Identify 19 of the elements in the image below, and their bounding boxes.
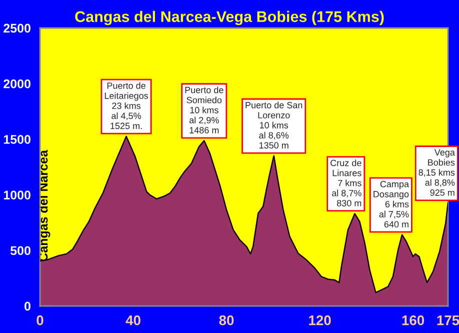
x-tick-label: 120	[309, 315, 331, 326]
x-tick-label: 0	[36, 315, 44, 326]
annotation: Campa Dosango 6 kms al 7,5% 640 m	[374, 180, 410, 228]
chart-title: Cangas del Narcea-Vega Bobies (175 Kms)	[75, 10, 384, 26]
annotation: Vega Bobies 8,15 kms al 8,8% 925 m	[418, 149, 455, 196]
y-tick-label: 1500	[4, 135, 30, 144]
annotation: Puerto de Somiedo 10 kms al 2,9% 1486 m	[185, 86, 224, 134]
x-tick-label: 160	[402, 315, 424, 326]
x-tick-label: 80	[219, 315, 234, 326]
y-tick-label: 2500	[4, 24, 30, 33]
x-tick-label: 40	[126, 315, 140, 326]
annotation: Puerto de Leitariegos 23 kms al 4,5% 1525 m.	[104, 82, 148, 130]
y-tick-label: 0	[24, 302, 30, 311]
y-tick-label: 1000	[4, 190, 30, 200]
annotation: Cruz de Linares 7 kms al 8,7% 830 m	[330, 160, 362, 206]
y-tick-label: 2000	[4, 79, 30, 88]
y-tick-label: 500	[10, 246, 30, 256]
annotation: Puerto de San Lorenzo 10 kms al 8,6% 1350 m	[246, 102, 302, 149]
x-tick-label: 175	[437, 316, 459, 326]
